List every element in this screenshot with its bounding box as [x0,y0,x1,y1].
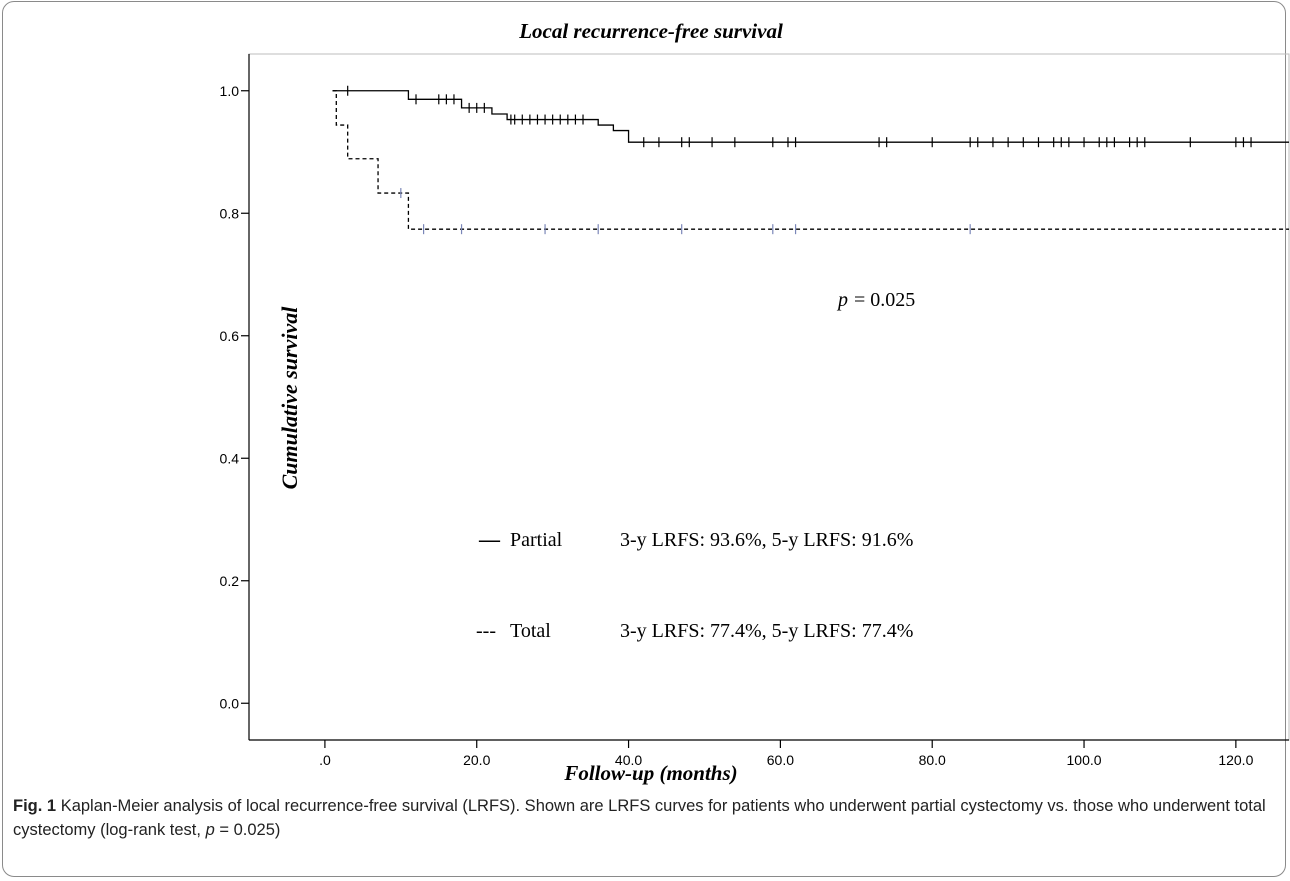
y-tick-label: 0.6 [220,328,240,344]
x-tick-label: 20.0 [463,752,490,768]
legend-symbol-partial: — [478,527,501,551]
series-line-partial [332,90,1289,143]
y-tick-label: 0.8 [220,205,240,221]
x-tick-label: 120.0 [1218,752,1253,768]
x-tick-label: 60.0 [767,752,794,768]
figure-caption: Fig. 1 Kaplan-Meier analysis of local re… [13,794,1275,842]
p-symbol: p [836,289,848,311]
p-value: = 0.025 [854,289,915,311]
x-tick-label: 80.0 [919,752,946,768]
y-tick-label: 0.4 [220,450,240,466]
y-tick-label: 0.0 [220,695,240,711]
x-tick-label: .0 [319,752,331,768]
legend-text-partial: 3-y LRFS: 93.6%, 5-y LRFS: 91.6% [620,529,913,551]
x-ticks: .0 20.0 40.0 60.0 80.0 100.0 120.0 [319,740,1254,768]
y-tick-label: 1.0 [220,83,240,99]
legend-entry-partial: — Partial 3-y LRFS: 93.6%, 5-y LRFS: 91.… [478,527,913,551]
legend-entry-total: --- Total 3-y LRFS: 77.4%, 5-y LRFS: 77.… [476,620,913,642]
caption-text: Kaplan-Meier analysis of local recurrenc… [13,797,1266,839]
y-tick-label: 0.2 [220,573,240,589]
figure-label: Fig. 1 [13,797,57,815]
p-value-annotation: p = 0.025 [836,289,915,311]
chart-title: Local recurrence-free survival [518,19,783,43]
legend-label-total: Total [510,620,551,642]
y-ticks: 0.0 0.2 0.4 0.6 0.8 1.0 [220,83,249,711]
x-tick-label: 40.0 [615,752,642,768]
series-line-total [332,90,1289,230]
legend-symbol-total: --- [476,620,496,642]
caption-p-symbol: p [205,821,215,839]
caption-p-value: = 0.025) [219,821,281,839]
legend-label-partial: Partial [510,529,563,551]
x-tick-label: 100.0 [1067,752,1102,768]
series-layer [332,85,1289,235]
x-axis-label: Follow-up (months) [563,761,737,785]
legend-text-total: 3-y LRFS: 77.4%, 5-y LRFS: 77.4% [620,620,913,642]
y-axis-label: Cumulative survival [277,306,302,490]
